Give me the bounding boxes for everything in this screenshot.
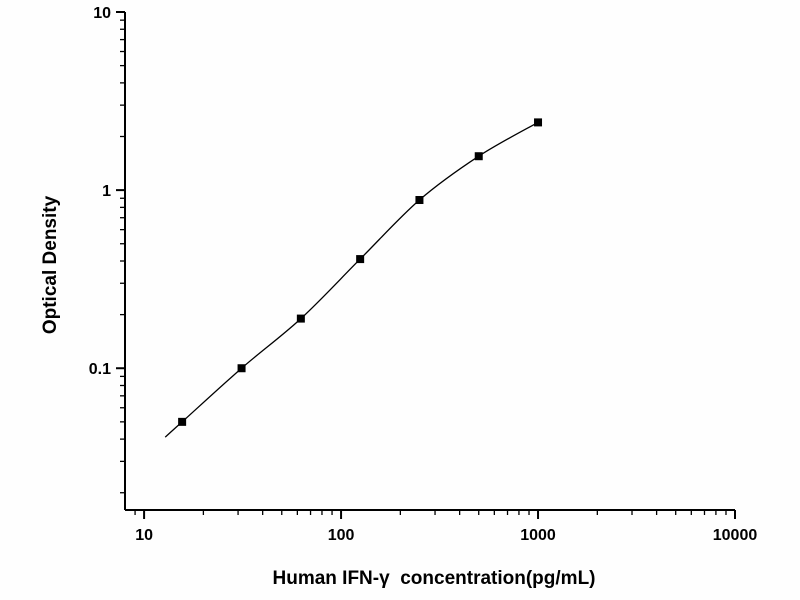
data-point	[178, 417, 187, 426]
y-tick-label: 10	[93, 5, 111, 22]
fit-curve	[164, 121, 539, 438]
x-tick-label: 10000	[713, 527, 758, 544]
axes-layer: 10 100 1000 10000 0.1 1 10	[89, 5, 758, 544]
data-point	[356, 255, 365, 264]
data-point	[415, 196, 424, 205]
data-point	[474, 152, 483, 161]
x-axis-title: Human IFN-γ concentration(pg/mL)	[273, 568, 596, 589]
y-axis-title: Optical Density	[40, 195, 61, 334]
y-tick-label: 1	[102, 183, 111, 200]
y-tick-label: 0.1	[89, 361, 111, 378]
data-point	[534, 118, 543, 127]
x-tick-label: 100	[328, 527, 355, 544]
data-point	[237, 364, 246, 373]
data-point	[296, 314, 305, 323]
x-tick-label: 10	[135, 527, 153, 544]
x-tick-label: 1000	[520, 527, 556, 544]
